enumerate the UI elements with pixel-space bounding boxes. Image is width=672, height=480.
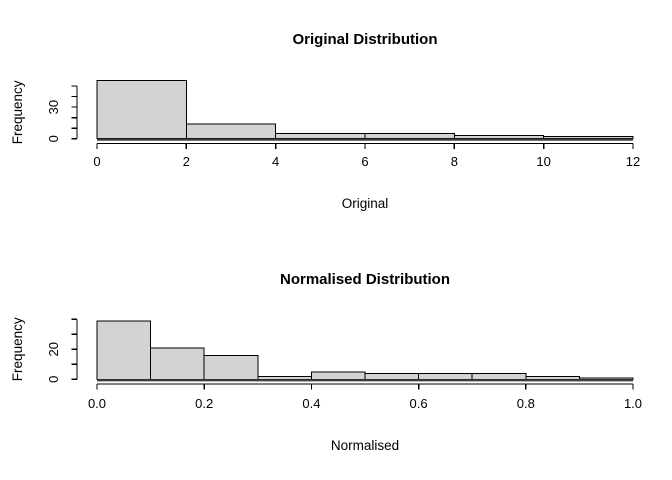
histogram-bars bbox=[96, 80, 634, 140]
chart-title: Original Distribution bbox=[293, 31, 438, 48]
histogram-bar bbox=[418, 372, 473, 380]
x-tick-label: 6 bbox=[361, 154, 368, 169]
histogram-bar bbox=[453, 135, 545, 140]
x-tick-label: 0.6 bbox=[410, 396, 428, 411]
y-axis-title: Frequency bbox=[10, 80, 25, 144]
x-tick-label: 4 bbox=[272, 154, 279, 169]
histogram-bar bbox=[275, 132, 366, 140]
histogram-bar bbox=[96, 320, 152, 380]
histogram-bar bbox=[96, 80, 187, 140]
histogram-panel-original: 0 2 4 6 8 10 12 0 30 Original Distribution Origina… bbox=[10, 31, 640, 211]
x-tick-label: 8 bbox=[451, 154, 458, 169]
y-axis-title: Frequency bbox=[10, 317, 25, 381]
histogram-bar bbox=[578, 377, 634, 380]
x-tick-label: 0.0 bbox=[88, 396, 106, 411]
x-tick-label: 0.2 bbox=[195, 396, 213, 411]
x-tick-label: 1.0 bbox=[624, 396, 642, 411]
histogram-bar bbox=[471, 372, 527, 380]
chart-title: Normalised Distribution bbox=[280, 271, 450, 288]
histogram-bars bbox=[96, 320, 634, 380]
histogram-bar bbox=[364, 372, 420, 380]
histogram-bar bbox=[525, 375, 580, 380]
y-tick-label: 0 bbox=[46, 135, 61, 142]
histogram-bar bbox=[150, 347, 205, 380]
x-axis-title: Original bbox=[342, 196, 389, 211]
histogram-bar bbox=[310, 371, 366, 380]
histogram-bar bbox=[203, 354, 259, 380]
x-tick-label: 12 bbox=[626, 154, 640, 169]
x-axis-title: Normalised bbox=[331, 438, 399, 453]
y-tick-label: 20 bbox=[46, 342, 61, 356]
histogram-bar bbox=[543, 136, 634, 140]
histogram-bar bbox=[185, 123, 277, 140]
x-tick-label: 10 bbox=[536, 154, 550, 169]
x-tick-label: 0.4 bbox=[302, 396, 320, 411]
histogram-panel-normalised: 0.0 0.2 0.4 0.6 0.8 1.0 0 20 Normalised Distribu… bbox=[10, 271, 642, 453]
x-tick-label: 0 bbox=[93, 154, 100, 169]
x-tick-label: 0.8 bbox=[517, 396, 535, 411]
y-tick-label: 30 bbox=[46, 100, 61, 114]
x-tick-label: 2 bbox=[183, 154, 190, 169]
histogram-bar bbox=[364, 132, 455, 140]
y-tick-label: 0 bbox=[46, 376, 61, 383]
histogram-bar bbox=[257, 375, 312, 380]
